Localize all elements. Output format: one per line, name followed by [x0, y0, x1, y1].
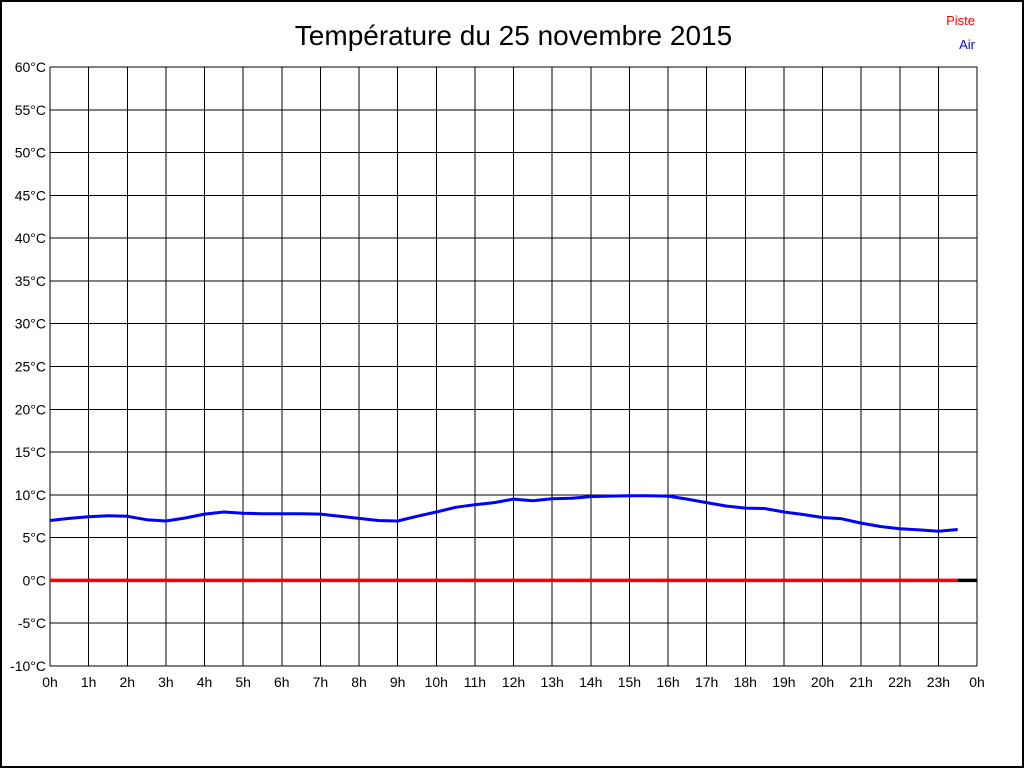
x-tick-label: 15h [618, 674, 641, 690]
x-tick-label: 12h [502, 674, 525, 690]
y-tick-label: 5°C [23, 530, 47, 546]
x-tick-label: 0h [969, 674, 985, 690]
y-tick-label: 15°C [15, 444, 46, 460]
x-tick-label: 5h [235, 674, 251, 690]
y-tick-label: 10°C [15, 487, 46, 503]
y-tick-label: 20°C [15, 401, 46, 417]
x-tick-label: 6h [274, 674, 290, 690]
series [49, 494, 977, 583]
x-tick-label: 16h [656, 674, 679, 690]
x-tick-label: 0h [42, 674, 58, 690]
x-tick-label: 9h [390, 674, 406, 690]
series-air [49, 494, 958, 533]
x-tick-label: 23h [927, 674, 950, 690]
y-tick-label: 40°C [15, 230, 46, 246]
x-tick-label: 11h [464, 674, 486, 690]
x-tick-label: 21h [849, 674, 872, 690]
legend-item-air: Air [959, 37, 975, 52]
x-tick-label: 4h [197, 674, 213, 690]
x-tick-label: 1h [81, 674, 97, 690]
y-tick-label: 55°C [15, 102, 46, 118]
x-tick-label: 17h [695, 674, 718, 690]
x-tick-label: 3h [158, 674, 174, 690]
x-tick-label: 2h [119, 674, 135, 690]
x-tick-label: 14h [579, 674, 602, 690]
x-tick-label: 13h [540, 674, 563, 690]
x-tick-label: 7h [313, 674, 329, 690]
y-tick-label: 0°C [23, 572, 47, 588]
x-tick-label: 18h [734, 674, 757, 690]
legend: Piste Air [946, 9, 975, 57]
y-tick-label: 45°C [15, 187, 46, 203]
chart-title: Température du 25 novembre 2015 [294, 20, 733, 51]
y-tick-label: 60°C [15, 59, 46, 75]
x-tick-label: 10h [425, 674, 448, 690]
y-tick-label: -10°C [10, 658, 46, 674]
x-axis-labels: 0h 1h 2h 3h 4h 5h 6h 7h 8h 9h 10h 11h 12h 13h 14h 15h 16… [42, 674, 985, 690]
y-tick-label: -5°C [18, 615, 46, 631]
y-tick-label: 50°C [15, 145, 46, 161]
y-tick-label: 30°C [15, 316, 46, 332]
legend-item-piste: Piste [946, 13, 975, 28]
y-axis-labels: 60°C 55°C 50°C 45°C 40°C 35°C 30°C 25°C 20°C 15°C… [10, 59, 46, 674]
x-tick-label: 20h [811, 674, 834, 690]
x-tick-label: 8h [351, 674, 367, 690]
y-tick-label: 35°C [15, 273, 46, 289]
y-tick-label: 25°C [15, 359, 46, 375]
grid [49, 66, 978, 667]
x-tick-label: 22h [888, 674, 911, 690]
x-tick-label: 19h [772, 674, 795, 690]
